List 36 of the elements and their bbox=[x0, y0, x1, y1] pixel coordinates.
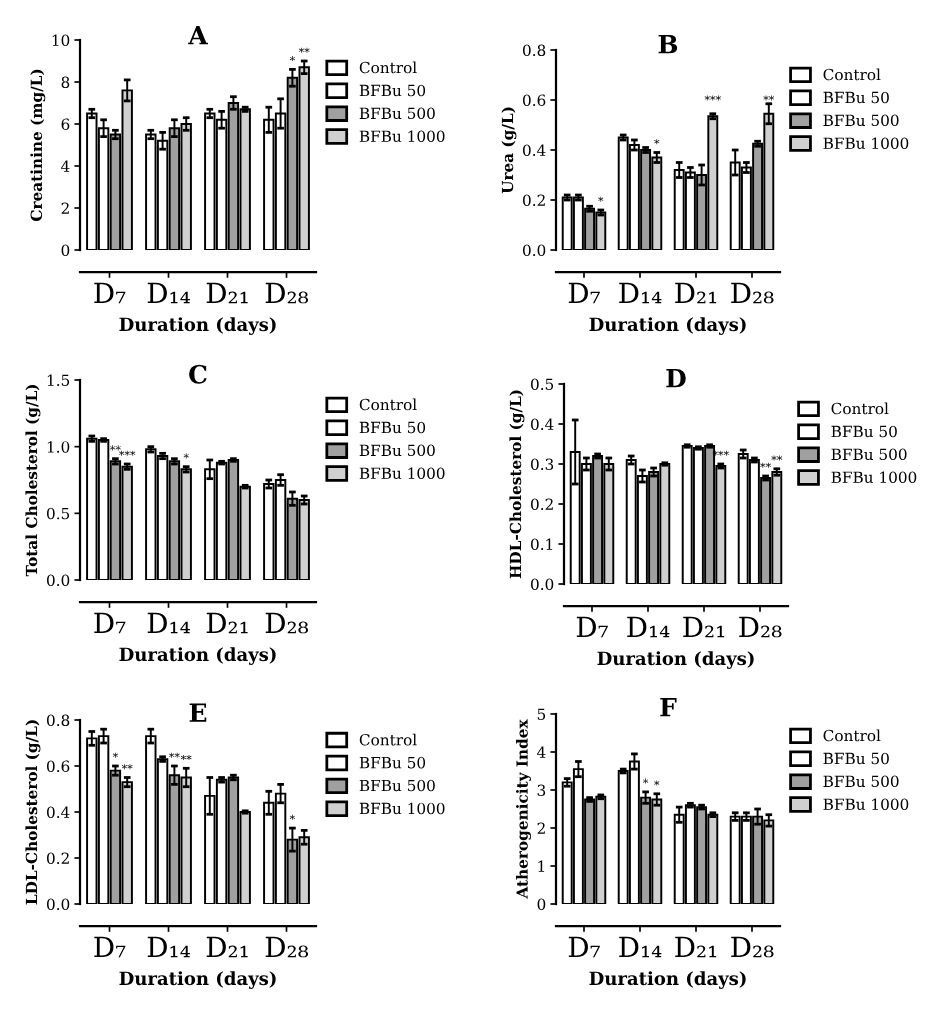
x-tick-label: D₇ bbox=[94, 612, 126, 634]
x-tick-label: D₁₄ bbox=[619, 936, 662, 958]
chart-title: B bbox=[658, 35, 678, 54]
x-tick-label: D₁₄ bbox=[147, 282, 190, 304]
x-tick-label: D₂₈ bbox=[731, 936, 774, 958]
x-tick-label: D₇ bbox=[94, 282, 126, 304]
x-tick-label: D₁₄ bbox=[147, 936, 190, 958]
x-tick-label: D₂₁ bbox=[206, 612, 248, 634]
x-tick-label: D₂₈ bbox=[265, 612, 309, 634]
x-tick-label: D₇ bbox=[568, 282, 600, 304]
x-tick-label: D₂₈ bbox=[265, 282, 309, 304]
x-tick-label: D₂₁ bbox=[675, 936, 717, 958]
x-tick-label: D₇ bbox=[568, 936, 600, 958]
x-axis-title: Duration (days) bbox=[589, 971, 746, 989]
x-tick-label: D₂₁ bbox=[683, 616, 725, 638]
chart-title: C bbox=[189, 364, 207, 384]
x-tick-label: D₁₄ bbox=[627, 616, 670, 638]
x-axis-title: Duration (days) bbox=[119, 647, 276, 665]
x-tick-label: D₂₁ bbox=[206, 282, 248, 304]
x-tick-label: D₇ bbox=[576, 616, 608, 638]
chart-title: A bbox=[188, 26, 208, 45]
x-axis-title: Duration (days) bbox=[597, 651, 754, 669]
chart-title: E bbox=[189, 703, 207, 722]
x-axis-title: Duration (days) bbox=[119, 317, 276, 335]
chart-title: F bbox=[660, 698, 677, 717]
x-tick-label: D₁₄ bbox=[619, 282, 662, 304]
x-tick-label: D₇ bbox=[94, 936, 126, 958]
x-tick-label: D₁₄ bbox=[147, 612, 190, 634]
x-axis-title: Duration (days) bbox=[119, 971, 276, 989]
x-tick-label: D₂₈ bbox=[731, 282, 774, 304]
x-axis-title: Duration (days) bbox=[589, 317, 746, 335]
x-tick-label: D₂₁ bbox=[675, 282, 717, 304]
x-tick-label: D₂₈ bbox=[265, 936, 309, 958]
chart-title: D bbox=[666, 369, 686, 388]
x-tick-label: D₂₁ bbox=[206, 936, 248, 958]
x-tick-label: D₂₈ bbox=[739, 616, 782, 638]
